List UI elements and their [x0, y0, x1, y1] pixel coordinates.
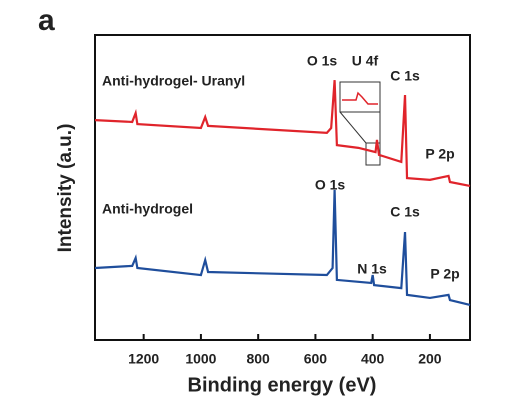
x-axis-label: Binding energy (eV)	[188, 374, 377, 396]
panel-label: a	[38, 4, 55, 37]
peak-label: C 1s	[390, 204, 420, 220]
peak-label: U 4f	[352, 53, 379, 69]
x-tick-label: 800	[246, 351, 270, 367]
x-tick-label: 1200	[128, 351, 159, 367]
x-tick-label: 1000	[185, 351, 216, 367]
x-tick-label: 400	[361, 351, 385, 367]
peak-label: P 2p	[430, 266, 459, 282]
legend-label: Anti-hydrogel- Uranyl	[102, 73, 245, 89]
spectrum-line	[94, 189, 471, 306]
peak-label: O 1s	[307, 53, 338, 69]
peak-label: O 1s	[315, 177, 346, 193]
peak-label: N 1s	[357, 261, 387, 277]
y-axis-label: Intensity (a.u.)	[55, 124, 76, 253]
spectrum-line	[94, 80, 471, 188]
plot-frame	[94, 34, 471, 341]
x-tick-label: 600	[304, 351, 328, 367]
x-tick-label: 200	[418, 351, 442, 367]
legend-label: Anti-hydrogel	[102, 201, 193, 217]
peak-label: C 1s	[390, 68, 420, 84]
peak-label: P 2p	[425, 146, 454, 162]
inset	[339, 81, 381, 166]
